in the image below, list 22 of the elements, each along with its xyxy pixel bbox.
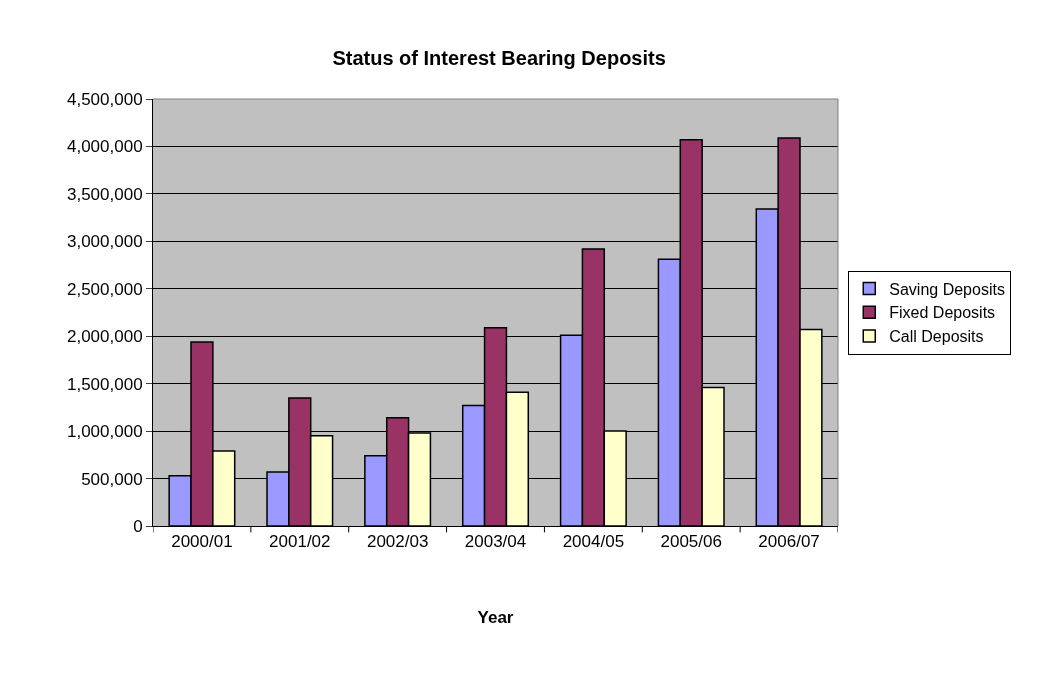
y-tick-label: 4,000,000 — [66, 137, 143, 157]
x-tick-label: 2002/03 — [366, 532, 429, 552]
y-tick-label: 1,500,000 — [66, 374, 143, 394]
y-tick-label: 0 — [133, 516, 143, 536]
legend-label: Fixed Deposits — [889, 304, 996, 322]
legend-label: Call Deposits — [889, 328, 984, 346]
chart-title: Status of Interest Bearing Deposits — [332, 46, 666, 69]
y-tick-label: 2,500,000 — [66, 279, 143, 299]
x-tick-label: 2001/02 — [269, 532, 331, 552]
x-tick-label: 2000/01 — [171, 532, 233, 552]
x-tick-label: 2004/05 — [562, 532, 625, 552]
y-tick-label: 3,500,000 — [66, 184, 143, 204]
legend-label: Saving Deposits — [889, 280, 1005, 298]
y-tick-label: 500,000 — [81, 469, 143, 489]
x-tick-label: 2003/04 — [464, 532, 527, 552]
x-axis-title: Year — [477, 607, 514, 627]
x-tick-label: 2005/06 — [660, 532, 722, 552]
y-tick-label: 4,500,000 — [66, 89, 143, 109]
y-tick-label: 1,000,000 — [66, 422, 143, 442]
y-tick-label: 2,000,000 — [66, 327, 143, 347]
x-tick-label: 2006/07 — [758, 532, 820, 552]
y-tick-label: 3,000,000 — [66, 232, 143, 252]
